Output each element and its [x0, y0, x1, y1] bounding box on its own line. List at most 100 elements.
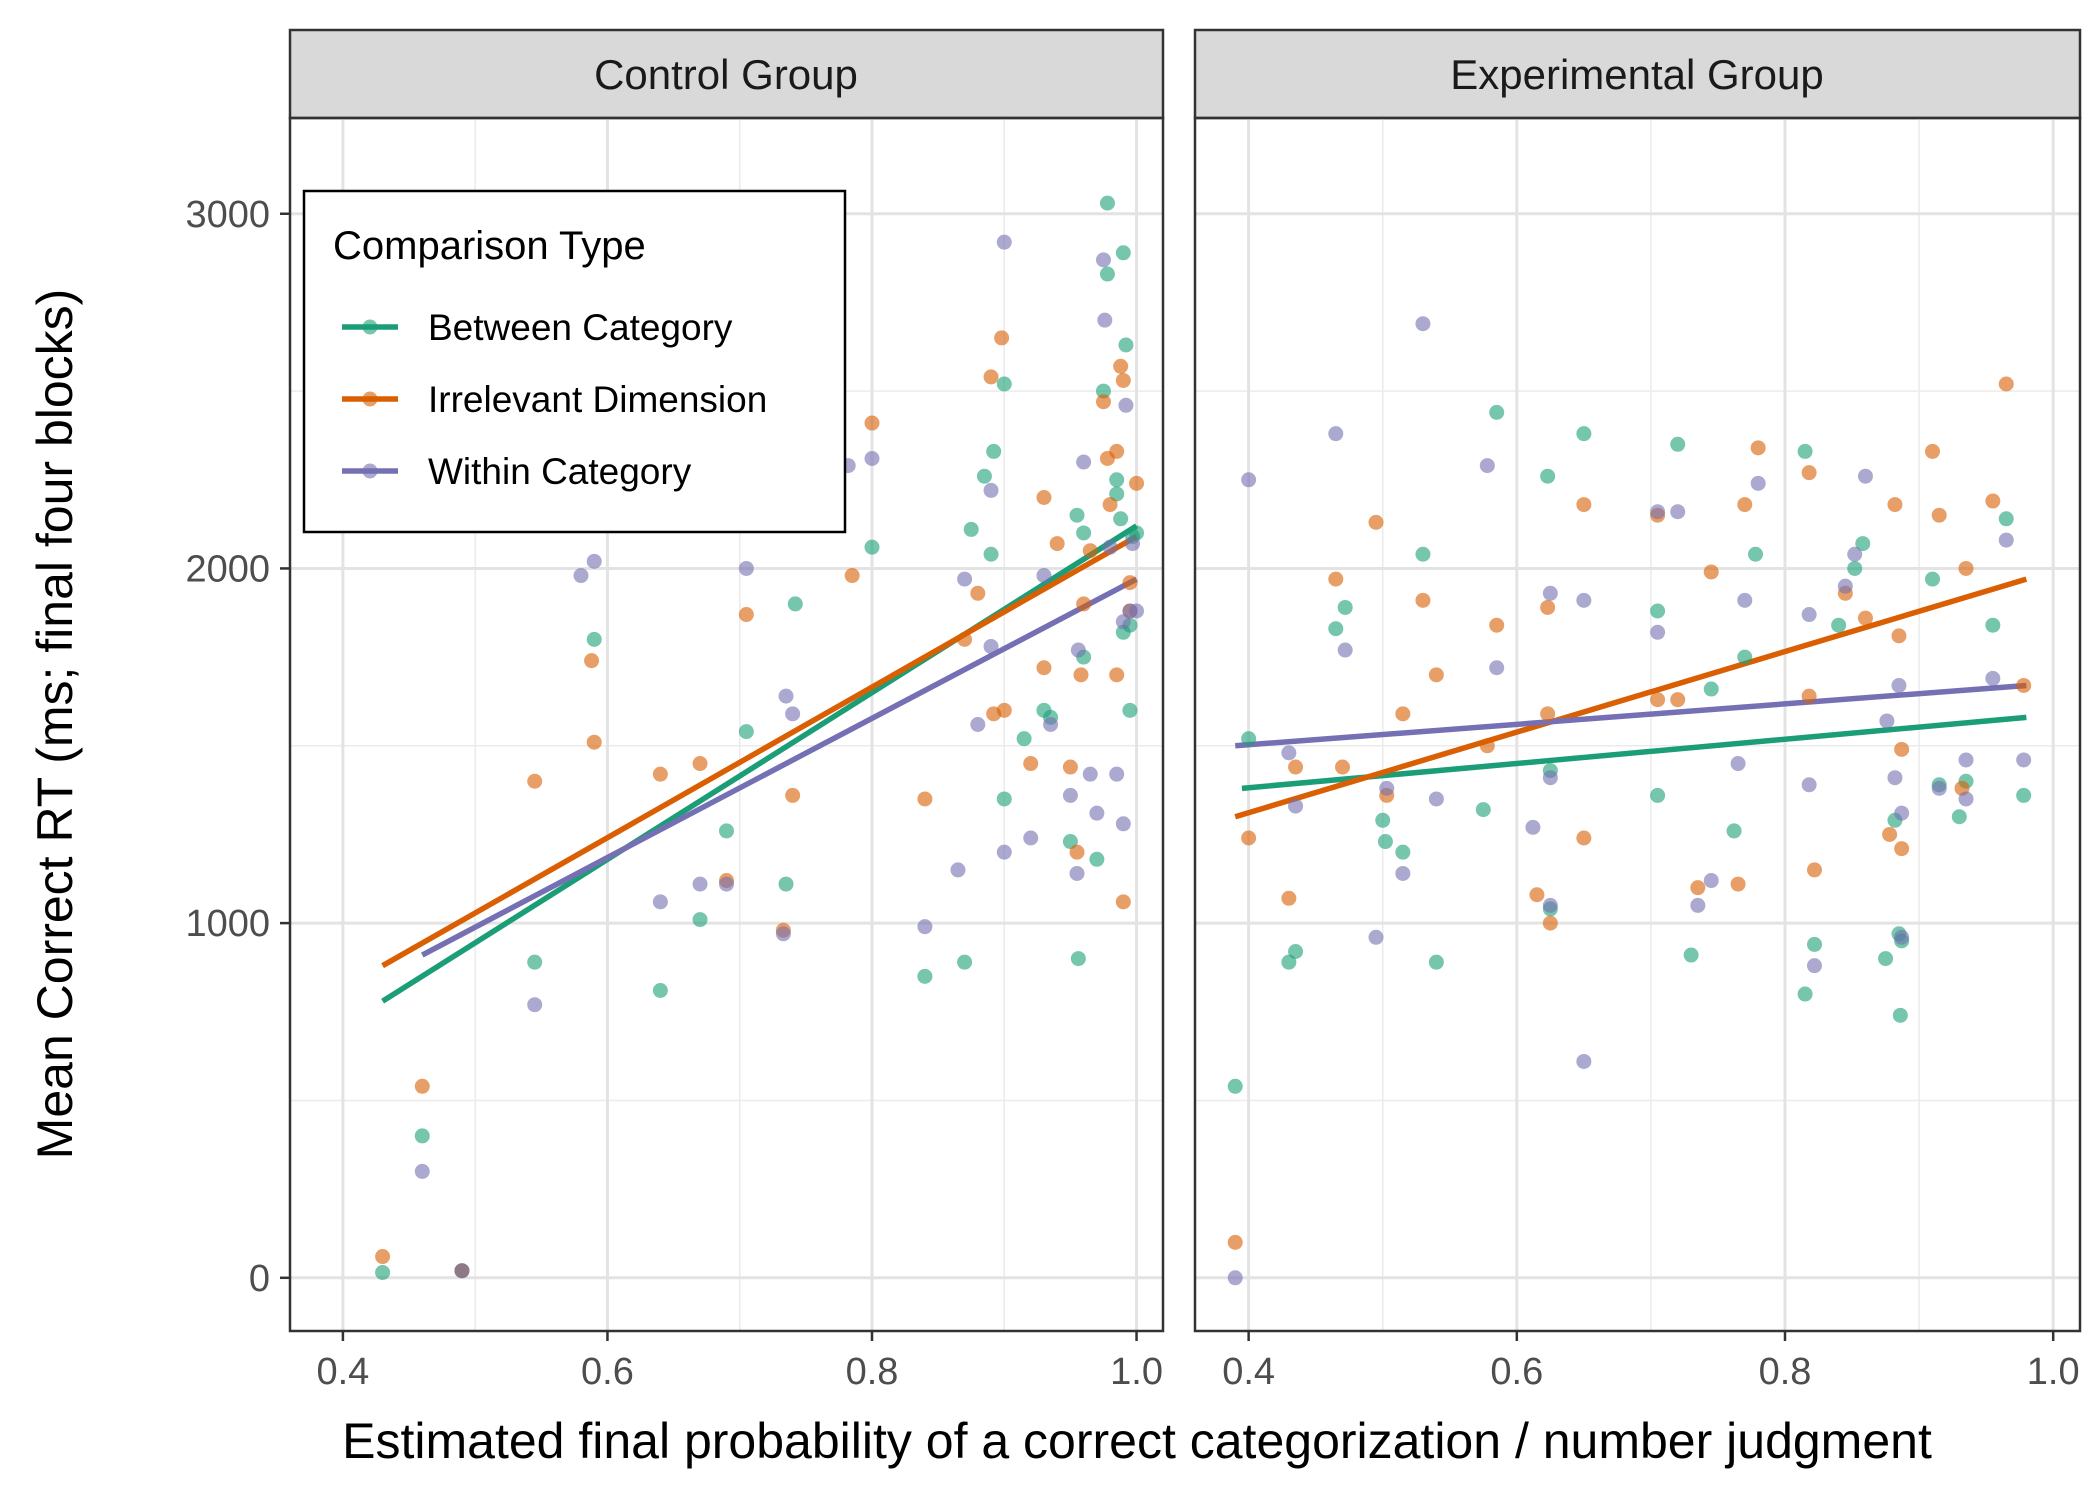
- point-within-category: [1036, 568, 1052, 584]
- point-within-category: [950, 862, 966, 878]
- point-between-category: [1650, 787, 1666, 803]
- point-within-category: [738, 560, 754, 576]
- point-irrelevant-dimension: [1102, 497, 1118, 513]
- point-between-category: [1095, 383, 1111, 399]
- point-within-category: [917, 919, 933, 935]
- point-between-category: [692, 912, 708, 928]
- point-between-category: [1070, 951, 1086, 967]
- point-irrelevant-dimension: [1368, 514, 1384, 530]
- point-within-category: [652, 894, 668, 910]
- point-irrelevant-dimension: [1227, 1234, 1243, 1250]
- point-irrelevant-dimension: [970, 585, 986, 601]
- point-within-category: [778, 688, 794, 704]
- point-between-category: [1016, 731, 1032, 747]
- point-between-category: [1395, 844, 1411, 860]
- x-tick-label: 1.0: [1110, 1351, 1163, 1393]
- point-within-category: [692, 876, 708, 892]
- legend-key-point-within-category: [362, 463, 378, 479]
- point-irrelevant-dimension: [1335, 759, 1350, 775]
- legend-label-irrelevant-dimension: Irrelevant Dimension: [428, 379, 767, 420]
- point-irrelevant-dimension: [1288, 759, 1304, 775]
- point-between-category: [1227, 1078, 1243, 1094]
- point-irrelevant-dimension: [1925, 443, 1940, 459]
- point-within-category: [1690, 897, 1706, 913]
- point-within-category: [1115, 816, 1131, 832]
- panel-strip-control: [288, 28, 1165, 120]
- point-between-category: [976, 468, 992, 484]
- point-within-category: [1998, 532, 2014, 548]
- point-between-category: [983, 546, 999, 562]
- x-tick-label: 0.8: [846, 1351, 899, 1393]
- point-within-category: [1379, 780, 1395, 796]
- point-irrelevant-dimension: [1750, 440, 1766, 456]
- legend-box: [302, 189, 847, 534]
- y-tick-label: 0: [249, 1258, 270, 1300]
- point-within-category: [1958, 791, 1974, 807]
- point-within-category: [1650, 624, 1666, 640]
- point-between-category: [1415, 546, 1431, 562]
- point-between-category: [1428, 954, 1444, 970]
- point-within-category: [1043, 717, 1059, 732]
- point-within-category: [1118, 397, 1134, 413]
- point-between-category: [1797, 986, 1813, 1002]
- point-irrelevant-dimension: [1415, 592, 1431, 608]
- point-within-category: [1576, 592, 1592, 608]
- point-irrelevant-dimension: [1069, 844, 1085, 860]
- point-between-category: [1878, 951, 1894, 967]
- point-between-category: [1475, 802, 1491, 818]
- point-between-category: [527, 954, 543, 970]
- point-irrelevant-dimension: [738, 607, 754, 623]
- point-within-category: [1082, 766, 1098, 782]
- point-within-category: [573, 568, 589, 584]
- point-within-category: [983, 482, 999, 498]
- point-within-category: [1368, 929, 1384, 945]
- point-within-category: [527, 997, 543, 1013]
- point-irrelevant-dimension: [414, 1078, 430, 1094]
- panel-title-control: Control Group: [594, 51, 858, 98]
- point-irrelevant-dimension: [1882, 826, 1898, 842]
- point-irrelevant-dimension: [1894, 841, 1910, 857]
- point-within-category: [970, 717, 986, 732]
- point-irrelevant-dimension: [1703, 564, 1719, 580]
- point-within-category: [719, 876, 734, 892]
- point-within-category: [1109, 766, 1125, 782]
- point-between-category: [1892, 1007, 1908, 1023]
- point-irrelevant-dimension: [1737, 497, 1753, 513]
- point-irrelevant-dimension: [1670, 692, 1686, 708]
- x-tick-label: 0.4: [316, 1351, 369, 1393]
- fit-lines-control: [381, 523, 1139, 1004]
- point-within-category: [1650, 504, 1666, 520]
- point-within-category: [1089, 805, 1105, 821]
- point-within-category: [1428, 791, 1444, 807]
- y-ticks: 0 1000 2000 3000: [185, 194, 290, 1300]
- point-within-category: [1891, 677, 1907, 693]
- point-irrelevant-dimension: [1479, 738, 1495, 754]
- point-within-category: [1102, 539, 1118, 555]
- point-irrelevant-dimension: [1540, 599, 1556, 615]
- point-irrelevant-dimension: [1328, 571, 1344, 587]
- x-tick-label: 1.0: [2027, 1351, 2080, 1393]
- point-irrelevant-dimension: [1241, 830, 1257, 846]
- point-between-category: [1726, 823, 1742, 839]
- point-irrelevant-dimension: [994, 330, 1010, 346]
- point-within-category: [1894, 805, 1910, 821]
- y-tick-label: 2000: [185, 548, 270, 590]
- point-between-category: [1337, 599, 1353, 615]
- point-between-category: [1241, 731, 1257, 747]
- point-between-category: [1703, 681, 1719, 697]
- point-irrelevant-dimension: [1115, 372, 1131, 388]
- point-irrelevant-dimension: [785, 787, 801, 803]
- y-tick-label: 1000: [185, 903, 270, 945]
- point-irrelevant-dimension: [1542, 915, 1558, 931]
- point-irrelevant-dimension: [2016, 677, 2032, 693]
- x-tick-label: 0.4: [1222, 1351, 1275, 1393]
- point-within-category: [775, 926, 791, 942]
- point-irrelevant-dimension: [1801, 688, 1817, 704]
- point-irrelevant-dimension: [1036, 490, 1052, 506]
- point-within-category: [1227, 1270, 1243, 1286]
- point-irrelevant-dimension: [1082, 543, 1098, 559]
- point-within-category: [2016, 752, 2032, 768]
- point-within-category: [1097, 312, 1113, 328]
- point-within-category: [1985, 670, 2001, 686]
- point-within-category: [1857, 468, 1873, 484]
